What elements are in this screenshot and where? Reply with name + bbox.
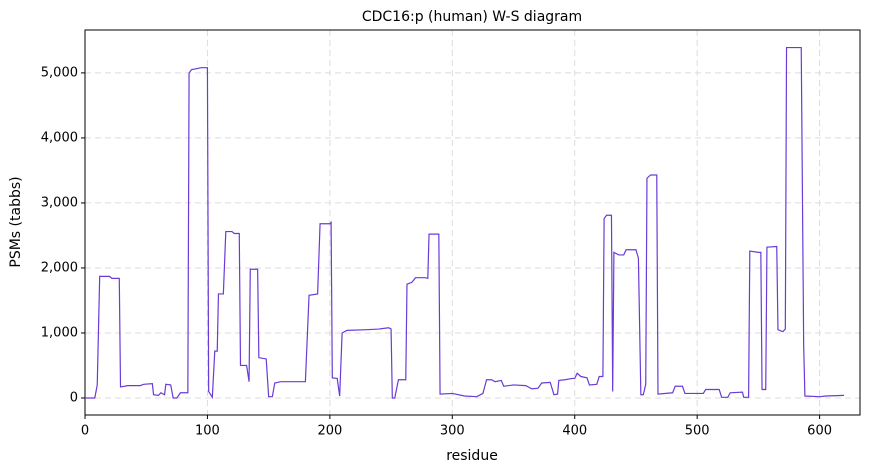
grid <box>84 30 860 415</box>
y-tick-label: 2,000 <box>41 260 78 275</box>
data-line <box>85 46 845 400</box>
chart-title: CDC16:p (human) W-S diagram <box>362 9 582 25</box>
y-tick-label: 5,000 <box>41 65 78 80</box>
x-tick-label: 600 <box>807 424 832 439</box>
y-axis-label: PSMs (tabbs) <box>8 176 24 267</box>
x-tick-label: 0 <box>81 424 89 439</box>
x-tick-label: 500 <box>685 424 710 439</box>
x-tick-label: 400 <box>562 424 587 439</box>
y-tick-label: 3,000 <box>41 195 78 210</box>
x-axis-label: residue <box>446 448 498 464</box>
x-tick-label: 100 <box>195 424 220 439</box>
plot-frame <box>84 29 861 416</box>
y-tick-label: 0 <box>70 390 78 405</box>
y-tick-label: 1,000 <box>41 325 78 340</box>
x-tick-label: 200 <box>317 424 342 439</box>
y-tick-label: 4,000 <box>41 130 78 145</box>
x-tick-label: 300 <box>440 424 465 439</box>
